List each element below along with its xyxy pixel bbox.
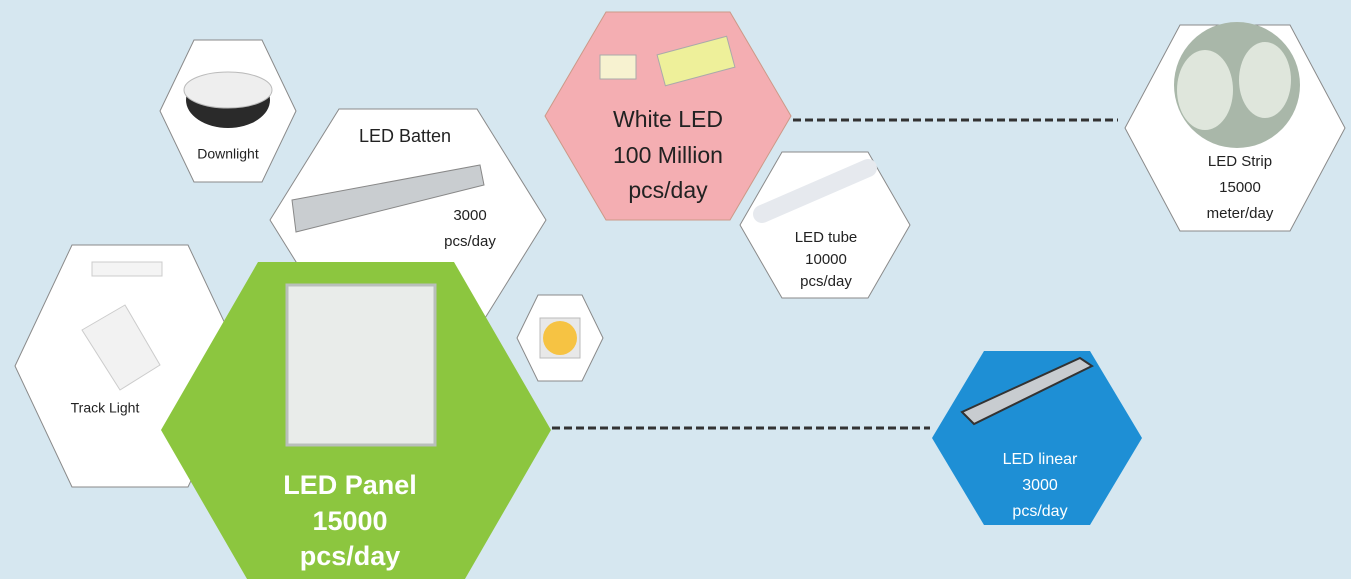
product-image (543, 321, 577, 355)
label: 15000 (312, 506, 387, 536)
product-image (92, 262, 162, 276)
product-image (1239, 42, 1291, 118)
label: pcs/day (444, 233, 496, 250)
label: pcs/day (628, 177, 708, 203)
label: pcs/day (1012, 503, 1067, 520)
label: pcs/day (800, 273, 852, 290)
label: 100 Million (613, 142, 723, 168)
label: 3000 (1022, 477, 1058, 494)
label: pcs/day (300, 541, 401, 571)
label: 3000 (453, 207, 486, 224)
label: 15000 (1219, 179, 1261, 196)
label: meter/day (1207, 205, 1274, 222)
product-image (184, 72, 272, 108)
product-image (287, 285, 435, 445)
label: Track Light (71, 400, 140, 416)
label: White LED (613, 106, 723, 132)
label: LED Panel (283, 470, 417, 500)
label: Downlight (197, 146, 259, 162)
page: Downlight LED Batten 3000 pcs/day Track … (0, 0, 1351, 579)
label: LED Batten (359, 126, 451, 146)
infographic: Downlight LED Batten 3000 pcs/day Track … (0, 0, 1351, 579)
product-image (600, 55, 636, 79)
label: LED Strip (1208, 153, 1272, 170)
product-image (1177, 50, 1233, 130)
label: LED linear (1003, 451, 1078, 468)
label: LED tube (795, 229, 858, 246)
label: 10000 (805, 251, 847, 268)
